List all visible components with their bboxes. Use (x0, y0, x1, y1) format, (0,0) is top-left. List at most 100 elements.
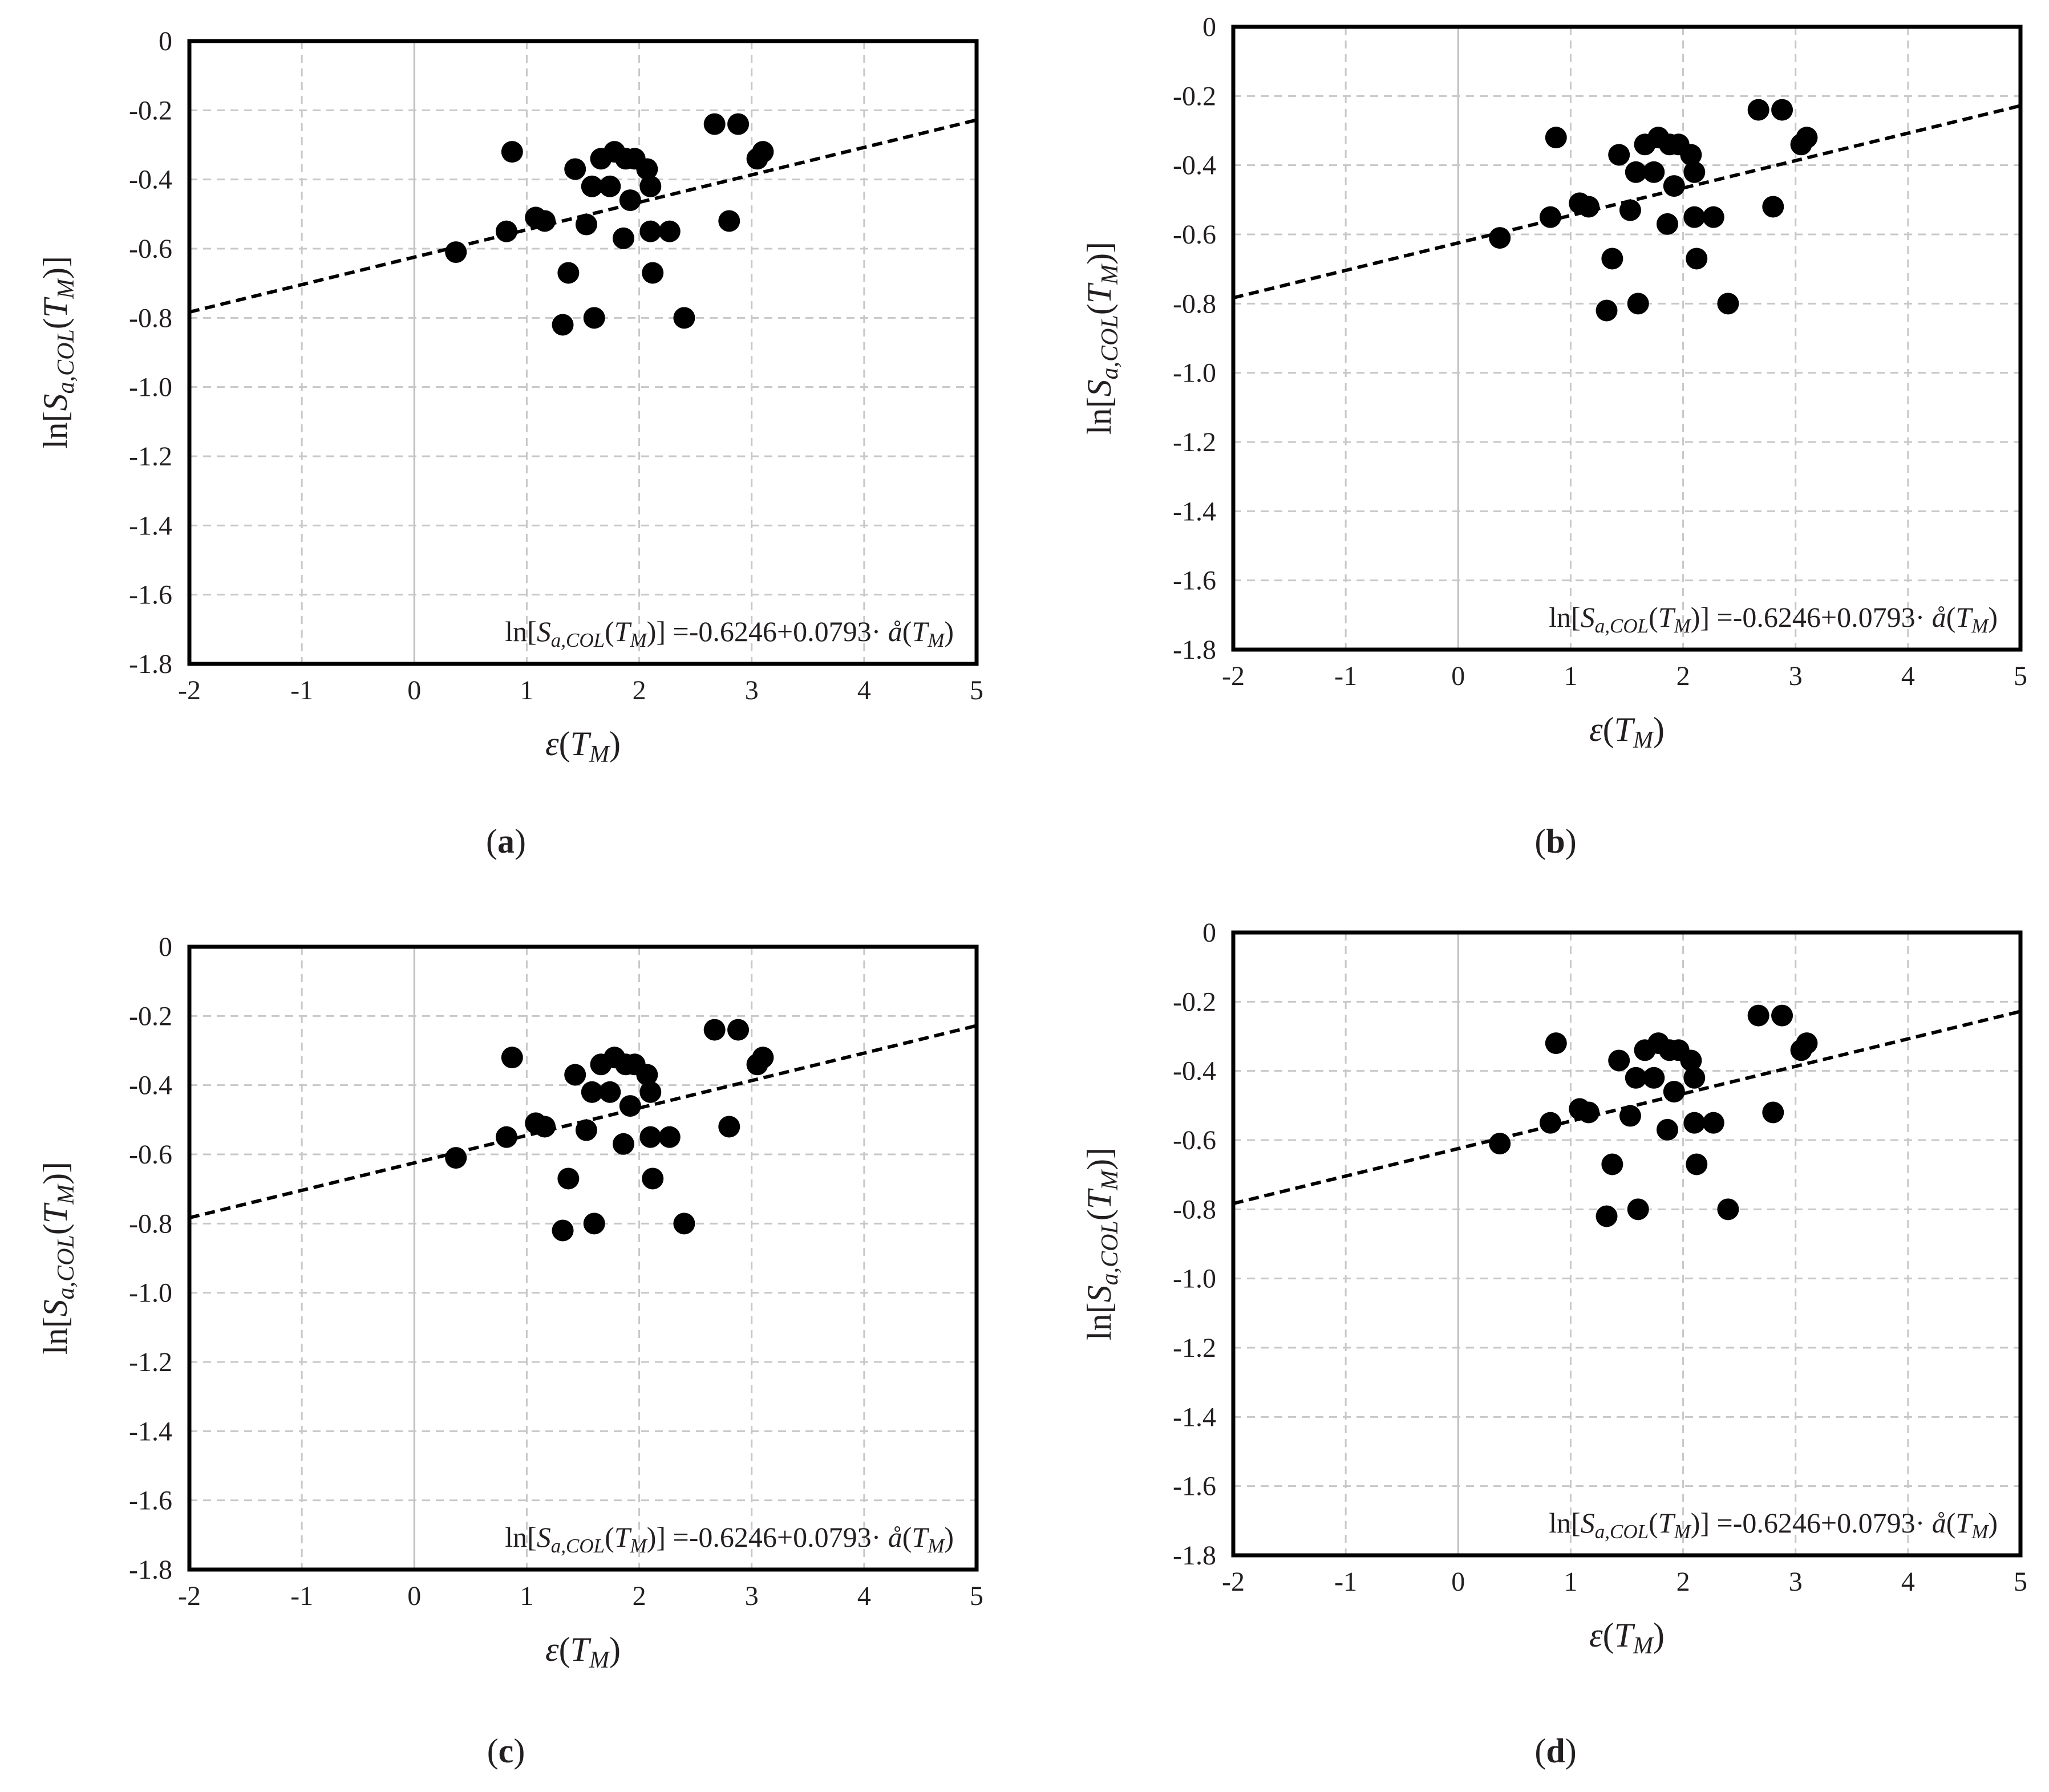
data-point (636, 158, 658, 180)
x-tick-label: 3 (1789, 1567, 1803, 1597)
x-axis-label: ε(TM) (1589, 711, 1665, 753)
data-point (718, 1116, 740, 1138)
y-tick-label: -1.0 (129, 372, 172, 403)
y-axis-label: ln[Sa,COL(TM)] (37, 1162, 79, 1355)
y-tick-label: 0 (159, 26, 172, 56)
data-point (1627, 1198, 1649, 1221)
data-point (575, 1119, 597, 1141)
y-tick-label: -1.0 (1173, 358, 1216, 388)
data-point (1702, 1112, 1724, 1134)
data-point (703, 1019, 726, 1041)
data-point (1762, 1101, 1784, 1124)
data-point (619, 189, 641, 212)
data-point (557, 1167, 580, 1190)
x-tick-label: 5 (970, 1581, 983, 1611)
x-tick-label: -2 (178, 1581, 201, 1611)
x-tick-label: 1 (520, 1581, 533, 1611)
x-tick-label: 1 (1564, 661, 1577, 691)
x-axis-label: ε(TM) (1589, 1616, 1665, 1659)
data-point (575, 213, 597, 236)
data-point (1608, 144, 1630, 166)
data-point (1680, 1049, 1702, 1072)
data-point (445, 1147, 467, 1169)
data-point (583, 307, 605, 329)
y-tick-label: -0.4 (1173, 1056, 1216, 1086)
data-point (1717, 293, 1739, 315)
plot-frame (1231, 930, 2023, 1558)
data-point (1596, 1205, 1618, 1227)
data-point (1577, 1101, 1599, 1124)
data-point (1643, 161, 1665, 183)
y-tick-label: -1.8 (129, 1555, 172, 1585)
data-point (727, 113, 750, 135)
x-tick-label: 0 (407, 675, 421, 706)
y-tick-label: -1.6 (1173, 1471, 1216, 1502)
x-axis-label: ε(TM) (545, 725, 621, 768)
y-tick-label: -1.6 (1173, 566, 1216, 596)
data-point (1625, 161, 1647, 183)
data-point (727, 1019, 750, 1041)
data-point (495, 1126, 517, 1148)
y-tick-label: 0 (1202, 918, 1216, 948)
panel-label: (a) (486, 822, 526, 860)
panel-label: (b) (1534, 822, 1576, 860)
y-tick-label: 0 (159, 932, 172, 962)
data-point (752, 141, 774, 163)
data-point (673, 307, 695, 329)
data-point (1680, 144, 1702, 166)
regression-equation: ln[Sa,COL(TM)] =-0.6246+0.0793· å(TM) (1549, 1507, 1998, 1543)
data-point (533, 210, 556, 232)
data-point (642, 262, 664, 284)
x-tick-label: 4 (1901, 1567, 1915, 1597)
x-tick-label: 2 (633, 1581, 646, 1611)
x-tick-label: 2 (633, 675, 646, 706)
y-tick-label: -1.4 (1173, 1402, 1216, 1432)
plot-frame (187, 944, 979, 1572)
x-tick-label: -2 (1222, 661, 1245, 691)
data-point (612, 1133, 634, 1155)
data-point (445, 241, 467, 263)
chart-panel-c: 0 -0.2 -0.4 -0.6 -0.8 -1.0 -1.2 -1.4 -1.6 -1.8-2 -… (37, 932, 983, 1770)
data-point (1656, 213, 1678, 235)
y-tick-label: -0.8 (1173, 289, 1216, 319)
chart-panel-a: 0 -0.2 -0.4 -0.6 -0.8 -1.0 -1.2 -1.4 -1.6 -1.8-2 -… (37, 26, 983, 860)
x-tick-label: 2 (1677, 1567, 1690, 1597)
data-point (1686, 248, 1708, 270)
panel-label: (d) (1534, 1732, 1576, 1770)
x-tick-label: -1 (290, 675, 313, 706)
data-point (636, 1064, 658, 1086)
data-point (1683, 1112, 1706, 1134)
data-point (639, 1081, 662, 1103)
data-point (1625, 1067, 1647, 1089)
data-point (1539, 1112, 1561, 1134)
data-point (599, 1081, 621, 1103)
y-tick-label: -1.6 (129, 1486, 172, 1516)
y-axis-label: ln[Sa,COL(TM)] (1080, 1148, 1123, 1340)
chart-panel-b: 0 -0.2 -0.4 -0.6 -0.8 -1.0 -1.2 -1.4 -1.6 -1.8-2 -… (1080, 12, 2027, 860)
y-tick-label: -1.8 (1173, 1540, 1216, 1571)
x-tick-label: 1 (520, 675, 533, 706)
data-point (1683, 206, 1706, 228)
data-point (1747, 99, 1769, 121)
data-point (552, 1219, 574, 1242)
x-tick-label: -2 (178, 675, 201, 706)
x-tick-label: -1 (290, 1581, 313, 1611)
y-tick-label: -1.8 (1173, 635, 1216, 665)
data-point (1608, 1049, 1630, 1072)
data-point (581, 1081, 603, 1103)
data-point (1663, 1081, 1685, 1103)
y-axis-label: ln[Sa,COL(TM)] (1080, 242, 1123, 435)
y-tick-label: -0.4 (129, 165, 172, 195)
y-tick-label: -0.2 (1173, 987, 1216, 1017)
data-point (1702, 206, 1724, 228)
data-point (1683, 161, 1706, 183)
data-point (1601, 248, 1623, 270)
y-tick-label: -1.6 (129, 580, 172, 610)
y-tick-label: -1.2 (129, 441, 172, 472)
regression-equation: ln[Sa,COL(TM)] =-0.6246+0.0793· å(TM) (1549, 601, 1998, 637)
y-tick-label: -0.8 (129, 303, 172, 333)
data-point (581, 175, 603, 197)
y-tick-label: -0.4 (1173, 151, 1216, 181)
data-point (1762, 196, 1784, 218)
panel-label: (c) (487, 1732, 525, 1770)
